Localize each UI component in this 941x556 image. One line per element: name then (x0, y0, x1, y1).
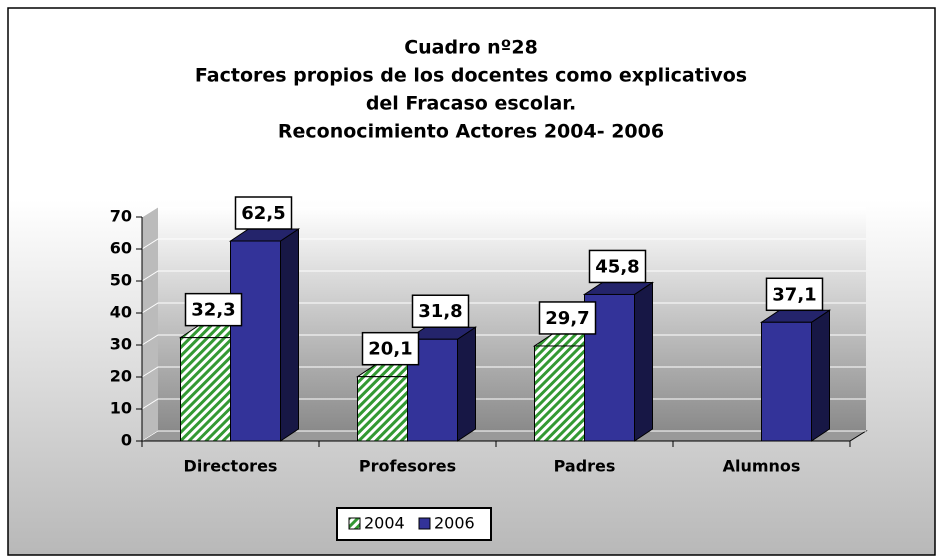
y-tick-label: 70 (110, 207, 132, 226)
bar (761, 321, 812, 442)
side-wall (142, 207, 158, 441)
data-label-box (538, 301, 597, 335)
data-label-box (765, 277, 824, 312)
y-tick-label: 10 (110, 399, 132, 418)
y-tick-label: 0 (121, 431, 132, 450)
legend-label: 2004 (364, 514, 405, 533)
data-label-box (588, 249, 647, 284)
bar (534, 345, 585, 442)
x-tick-label: Alumnos (723, 457, 801, 476)
chart-title: Reconocimiento Actores 2004- 2006 (278, 121, 664, 143)
legend-box (336, 507, 492, 541)
legend-swatch (418, 517, 431, 530)
bar-side (634, 281, 653, 442)
data-label-box (361, 331, 420, 366)
data-label-box (184, 292, 243, 327)
y-tick-label: 40 (110, 303, 132, 322)
bar-side (811, 309, 830, 442)
bar (180, 337, 231, 442)
grid-line (141, 238, 866, 250)
chart-title: del Fracaso escolar. (366, 93, 576, 115)
bar-side (457, 326, 476, 442)
legend: 2004 2006 (336, 507, 492, 541)
chart-title: Factores propios de los docentes como ex… (195, 65, 747, 87)
data-label: 45,8 (595, 256, 639, 277)
data-label-box (411, 294, 470, 328)
legend-swatch (348, 517, 361, 530)
data-label: 29,7 (545, 308, 589, 329)
data-label: 31,8 (418, 301, 462, 322)
y-tick-label: 30 (110, 335, 132, 354)
legend-label: 2006 (434, 514, 475, 533)
data-label: 32,3 (191, 300, 235, 321)
x-tick-label: Directores (184, 457, 278, 476)
y-tick-label: 60 (110, 239, 132, 258)
bar (357, 376, 408, 442)
data-label: 62,5 (241, 203, 285, 224)
x-tick-label: Padres (554, 457, 616, 476)
y-tick-label: 50 (110, 271, 132, 290)
grid-line (141, 206, 866, 218)
y-tick-label: 20 (110, 367, 132, 386)
data-label: 20,1 (368, 339, 412, 360)
bar-side (280, 228, 299, 442)
chart-title: Cuadro nº28 (404, 37, 538, 59)
data-label: 37,1 (772, 284, 816, 305)
x-tick-label: Profesores (359, 457, 456, 476)
data-label-box (234, 196, 293, 230)
back-wall (158, 207, 866, 431)
bar (230, 240, 281, 442)
